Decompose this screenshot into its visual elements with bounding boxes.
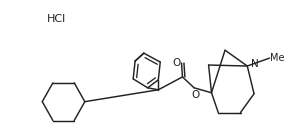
Text: O: O: [191, 90, 199, 100]
Text: N: N: [251, 59, 259, 69]
Text: O: O: [172, 58, 181, 68]
Text: Me: Me: [270, 53, 284, 63]
Text: HCl: HCl: [47, 14, 66, 24]
